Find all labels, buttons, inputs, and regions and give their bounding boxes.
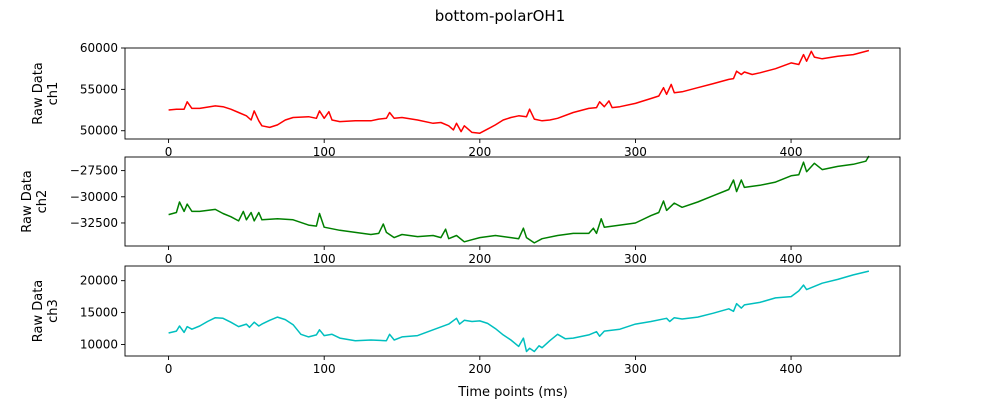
y-axis-label: Raw Datach2 (20, 170, 50, 233)
x-tick-label: 0 (165, 252, 173, 266)
y-axis-label: Raw Datach1 (31, 62, 61, 125)
x-tick-label: 0 (165, 145, 173, 159)
x-tick-label: 200 (468, 362, 491, 376)
plot-frame (124, 156, 901, 247)
y-tick-label: 10000 (80, 338, 118, 352)
chart-title: bottom-polarOH1 (435, 7, 566, 25)
y-tick-label: 60000 (80, 41, 118, 55)
series-line-ch1 (168, 49, 870, 134)
y-axis-label: Raw Datach3 (31, 280, 61, 343)
x-tick-label: 400 (780, 362, 803, 376)
y-tick-label: 15000 (80, 306, 118, 320)
y-axis-label-line: ch3 (46, 299, 61, 323)
x-tick-label: 200 (468, 252, 491, 266)
panel-3: 0 100 200 300 400 10000 15000 20000 Raw Datach3 (31, 265, 901, 376)
x-tick-label: 300 (624, 145, 647, 159)
x-tick-label: 100 (313, 362, 336, 376)
x-tick-label: 400 (780, 145, 803, 159)
x-tick-label: 100 (313, 252, 336, 266)
panel-1: 0 100 200 300 400 50000 55000 60000 Raw Datach1 (31, 41, 901, 159)
x-axis-label: Time points (ms) (457, 385, 568, 400)
x-tick-label: 300 (624, 252, 647, 266)
x-tick-label: 300 (624, 362, 647, 376)
y-axis-label-line: Raw Data (20, 170, 35, 233)
y-tick-label: −27500 (70, 164, 118, 178)
x-tick-label: 200 (468, 145, 491, 159)
x-tick-label: 400 (780, 252, 803, 266)
x-tick-label: 0 (165, 362, 173, 376)
y-tick-label: 50000 (80, 124, 118, 138)
y-axis-label-line: Raw Data (31, 62, 46, 125)
y-tick-label: 20000 (80, 274, 118, 288)
series-line-ch3 (168, 270, 870, 353)
plot-frame (124, 47, 901, 140)
y-axis-label-line: Raw Data (31, 280, 46, 343)
y-tick-label: 55000 (80, 82, 118, 96)
y-tick-label: −30000 (70, 190, 118, 204)
y-axis-label-line: ch1 (46, 82, 61, 106)
x-tick-label: 100 (313, 145, 336, 159)
series-line-ch2 (168, 155, 870, 244)
y-tick-label: −32500 (70, 216, 118, 230)
y-axis-label-line: ch2 (35, 190, 50, 214)
plot-frame (124, 265, 901, 357)
panel-2: 0 100 200 300 400 −32500 −30000 −27500 Raw Datac… (20, 155, 901, 266)
